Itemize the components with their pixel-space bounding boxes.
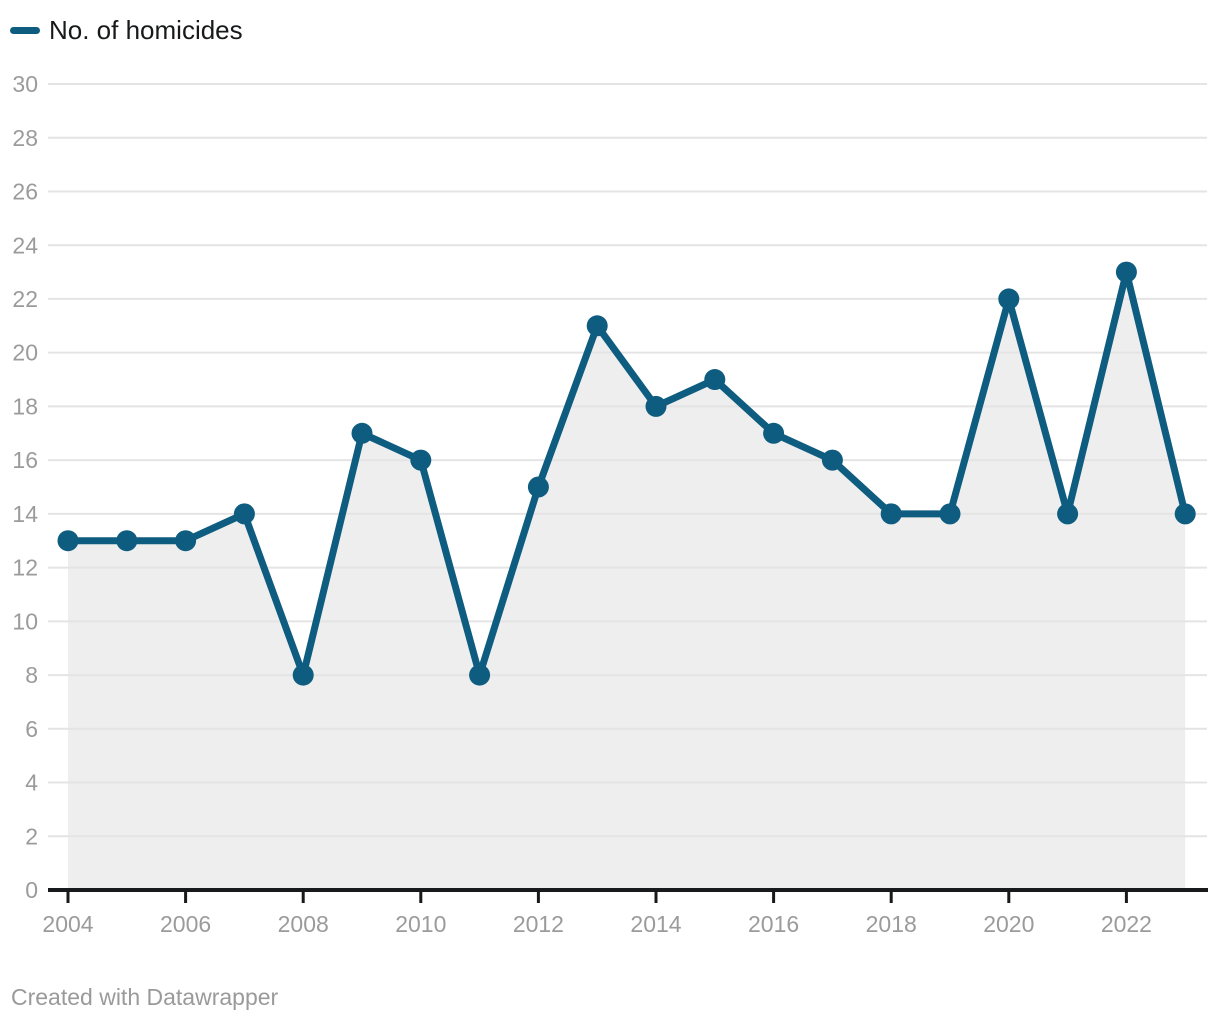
y-axis-label-18: 18 bbox=[12, 393, 38, 419]
y-axis-label-0: 0 bbox=[25, 877, 38, 903]
data-point-2014 bbox=[645, 395, 667, 417]
data-point-2006 bbox=[175, 530, 197, 552]
x-axis-label-2004: 2004 bbox=[42, 911, 93, 937]
data-point-2011 bbox=[469, 664, 491, 686]
data-point-2019 bbox=[939, 503, 961, 525]
y-axis-label-24: 24 bbox=[12, 232, 38, 258]
x-axis-label-2020: 2020 bbox=[983, 911, 1034, 937]
y-axis-label-26: 26 bbox=[12, 179, 38, 205]
y-axis-label-4: 4 bbox=[25, 770, 38, 796]
x-axis-label-2010: 2010 bbox=[395, 911, 446, 937]
legend-label: No. of homicides bbox=[49, 15, 243, 45]
data-point-2008 bbox=[292, 664, 314, 686]
x-axis-label-2006: 2006 bbox=[160, 911, 211, 937]
data-point-2016 bbox=[763, 422, 785, 444]
data-point-2023 bbox=[1174, 503, 1196, 525]
data-point-2009 bbox=[351, 422, 373, 444]
x-axis-label-2012: 2012 bbox=[513, 911, 564, 937]
data-point-2010 bbox=[410, 449, 432, 471]
datawrapper-credit: Created with Datawrapper bbox=[11, 984, 279, 1010]
x-axis-label-2016: 2016 bbox=[748, 911, 799, 937]
x-axis-label-2014: 2014 bbox=[630, 911, 681, 937]
data-point-2004 bbox=[57, 530, 79, 552]
legend-line-swatch bbox=[10, 26, 40, 34]
area-fill bbox=[68, 272, 1186, 891]
data-line bbox=[64, 268, 1189, 679]
data-point-2017 bbox=[821, 449, 843, 471]
y-axis-label-22: 22 bbox=[12, 286, 38, 312]
y-axis-label-20: 20 bbox=[12, 340, 38, 366]
x-axis-label-2022: 2022 bbox=[1101, 911, 1152, 937]
y-axis-label-10: 10 bbox=[12, 608, 38, 634]
y-axis-label-14: 14 bbox=[12, 501, 38, 527]
data-point-2022 bbox=[1115, 261, 1137, 283]
y-axis-label-30: 30 bbox=[12, 71, 38, 97]
x-axis-label-2018: 2018 bbox=[866, 911, 917, 937]
data-point-2012 bbox=[527, 476, 549, 498]
y-axis-label-12: 12 bbox=[12, 555, 38, 581]
legend: No. of homicides bbox=[10, 16, 243, 44]
x-axis-label-2008: 2008 bbox=[278, 911, 329, 937]
y-axis-label-8: 8 bbox=[25, 662, 38, 688]
data-point-2020 bbox=[998, 288, 1020, 310]
data-point-2015 bbox=[704, 369, 726, 391]
data-point-2018 bbox=[880, 503, 902, 525]
data-point-2005 bbox=[116, 530, 138, 552]
y-axis-label-28: 28 bbox=[12, 125, 38, 151]
data-point-2013 bbox=[586, 315, 608, 337]
y-axis-label-2: 2 bbox=[25, 823, 38, 849]
y-axis-label-6: 6 bbox=[25, 716, 38, 742]
data-point-2007 bbox=[233, 503, 255, 525]
data-point-2021 bbox=[1057, 503, 1079, 525]
y-axis-label-16: 16 bbox=[12, 447, 38, 473]
